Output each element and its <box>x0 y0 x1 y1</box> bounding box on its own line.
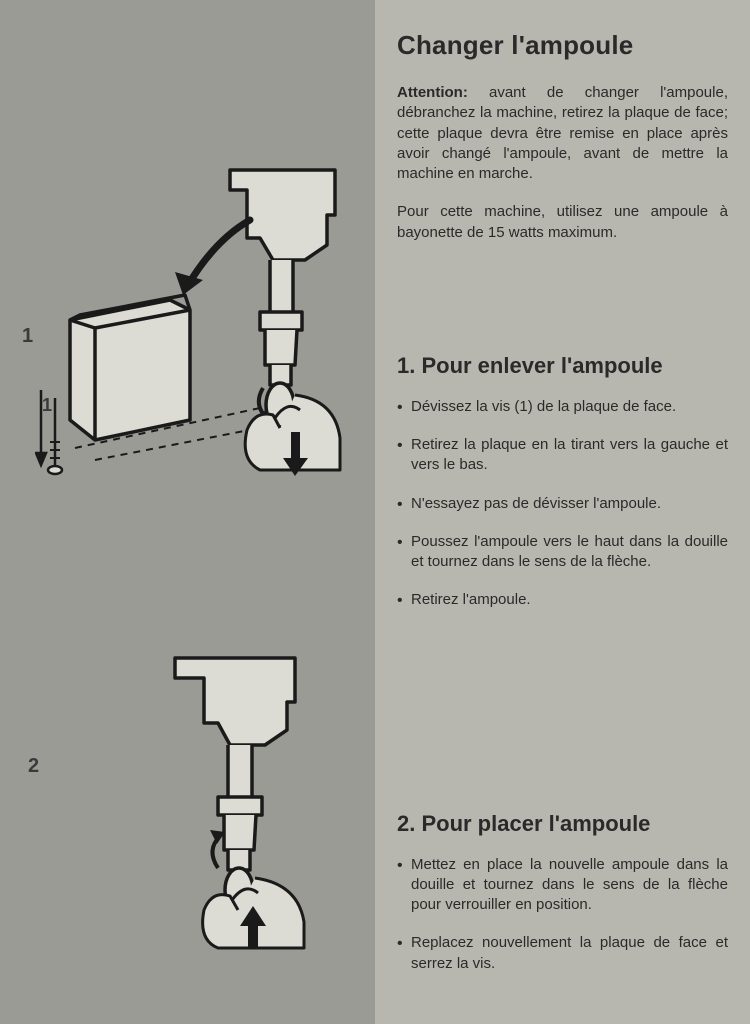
illustration-panel: 1 1 <box>0 0 375 1024</box>
section-2-heading: 2. Pour placer l'ampoule <box>397 811 728 837</box>
list-item: Dévissez la vis (1) de la plaque de face… <box>397 397 728 417</box>
list-item: N'essayez pas de dévisser l'ampoule. <box>397 494 728 514</box>
illustration-remove-bulb <box>35 160 355 480</box>
illustration-insert-bulb <box>100 650 330 950</box>
section-1-heading: 1. Pour enlever l'ampoule <box>397 353 728 379</box>
list-item: Retirez l'ampoule. <box>397 590 728 610</box>
figure-number-2: 2 <box>28 755 39 778</box>
spec-paragraph: Pour cette machine, utilisez une ampoule… <box>397 202 728 243</box>
warning-paragraph: Attention: avant de changer l'ampoule, d… <box>397 83 728 184</box>
list-item: Retirez la plaque en la tirant vers la g… <box>397 435 728 476</box>
list-item: Replacez nouvellement la plaque de face … <box>397 933 728 974</box>
figure-number-1: 1 <box>22 325 33 348</box>
section-1-list: Dévissez la vis (1) de la plaque de face… <box>397 397 728 611</box>
text-panel: Changer l'ampoule Attention: avant de ch… <box>375 0 750 1024</box>
list-item: Mettez en place la nouvelle ampoule dans… <box>397 855 728 916</box>
page-title: Changer l'ampoule <box>397 30 728 61</box>
section-2-list: Mettez en place la nouvelle ampoule dans… <box>397 855 728 974</box>
warning-label: Attention: <box>397 84 468 101</box>
list-item: Poussez l'ampoule vers le haut dans la d… <box>397 532 728 573</box>
